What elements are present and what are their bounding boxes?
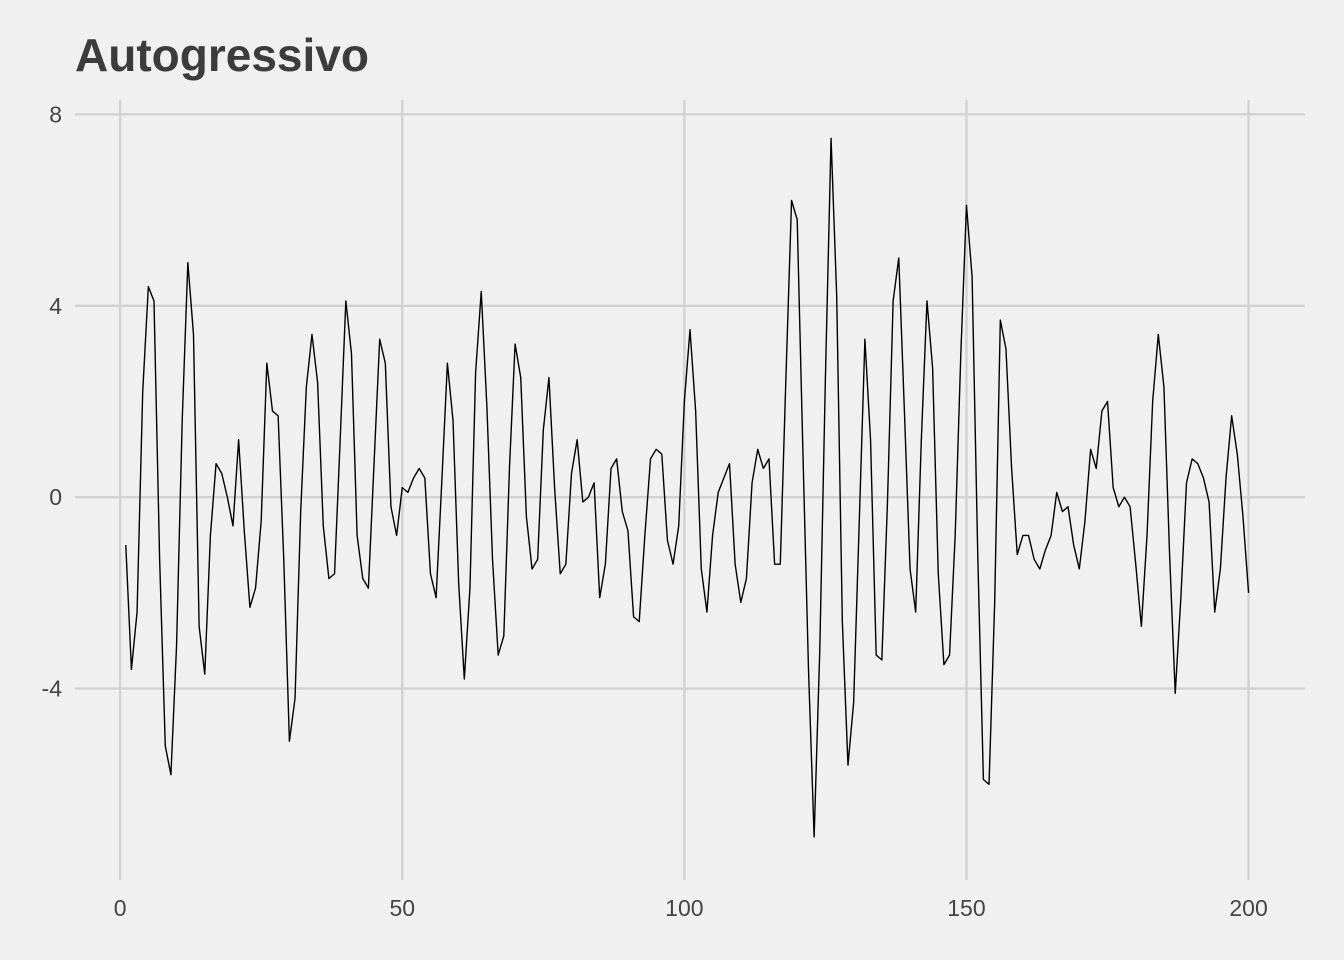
y-tick-label: -4 — [42, 676, 63, 702]
x-tick-label: 0 — [114, 895, 127, 921]
x-axis-ticks: 0 50 100 150 200 — [114, 895, 1268, 921]
series-line — [125, 137, 1250, 838]
series-layer — [125, 137, 1250, 838]
y-tick-label: 8 — [49, 101, 62, 127]
x-tick-label: 150 — [947, 895, 985, 921]
y-axis-ticks: -4 0 4 8 — [42, 101, 63, 701]
chart-title: Autogressivo — [75, 29, 369, 81]
x-tick-label: 50 — [389, 895, 415, 921]
grid — [75, 100, 1305, 880]
x-tick-label: 100 — [665, 895, 703, 921]
x-tick-label: 200 — [1229, 895, 1267, 921]
y-tick-label: 0 — [49, 484, 62, 510]
y-tick-label: 4 — [49, 293, 62, 319]
